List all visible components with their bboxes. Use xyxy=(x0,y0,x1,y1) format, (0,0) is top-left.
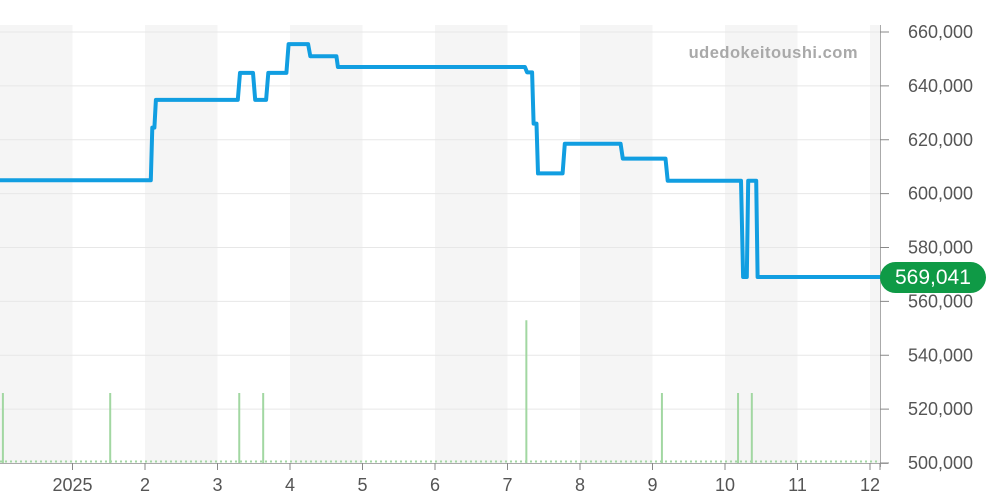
y-tick-label: 560,000 xyxy=(908,291,973,311)
x-tick-label: 5 xyxy=(357,475,367,495)
month-band xyxy=(725,25,798,463)
month-band xyxy=(145,25,218,463)
x-tick-label: 11 xyxy=(788,475,807,495)
x-tick-label: 12 xyxy=(860,475,880,495)
y-tick-label: 600,000 xyxy=(908,184,973,204)
x-tick-label: 3 xyxy=(212,475,222,495)
x-tick-label: 4 xyxy=(285,475,295,495)
month-band xyxy=(870,25,880,463)
y-tick-label: 540,000 xyxy=(908,345,973,365)
x-tick-label: 6 xyxy=(430,475,440,495)
x-tick-label: 7 xyxy=(502,475,512,495)
y-tick-label: 620,000 xyxy=(908,130,973,150)
month-band xyxy=(435,25,508,463)
price-line xyxy=(0,42,882,279)
y-tick-label: 660,000 xyxy=(908,22,973,42)
y-tick-label: 500,000 xyxy=(908,453,973,473)
x-tick-label: 9 xyxy=(647,475,657,495)
x-tick-label: 2025 xyxy=(52,475,92,495)
month-band xyxy=(580,25,653,463)
month-band xyxy=(0,25,73,463)
x-tick-label: 10 xyxy=(715,475,735,495)
y-tick-label: 580,000 xyxy=(908,238,973,258)
y-tick-label: 520,000 xyxy=(908,399,973,419)
x-tick-label: 8 xyxy=(575,475,585,495)
month-band xyxy=(290,25,363,463)
y-tick-label: 640,000 xyxy=(908,76,973,96)
current-price-badge: 569,041 xyxy=(880,261,986,293)
x-tick-label: 2 xyxy=(140,475,150,495)
watermark: udedokeitoushi.com xyxy=(688,44,858,62)
